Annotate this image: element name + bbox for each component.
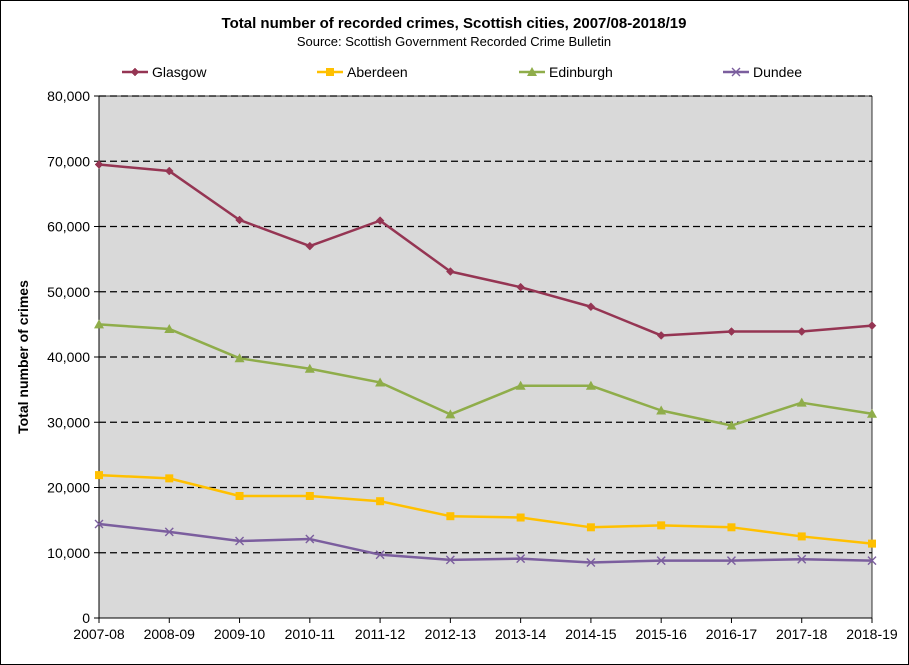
x-tick-label: 2012-13 <box>425 626 477 642</box>
data-point <box>515 380 526 390</box>
legend-item-aberdeen: Aberdeen <box>317 64 408 80</box>
legend-item-dundee: Dundee <box>723 64 802 80</box>
data-point <box>797 554 807 564</box>
data-point <box>867 556 877 566</box>
data-point <box>516 554 526 564</box>
legend-marker <box>527 67 537 76</box>
legend-label: Glasgow <box>152 64 207 80</box>
data-point <box>95 471 103 480</box>
data-point <box>445 409 456 419</box>
data-point <box>797 532 806 541</box>
data-point <box>868 539 876 548</box>
data-point <box>164 166 174 176</box>
data-point <box>164 323 175 333</box>
legend-item-edinburgh: Edinburgh <box>519 64 613 80</box>
data-point <box>727 523 736 532</box>
data-point <box>727 327 736 336</box>
data-point <box>585 380 596 390</box>
data-point <box>375 216 385 225</box>
x-tick-label: 2018-19 <box>846 626 898 642</box>
series-dundee <box>94 519 877 568</box>
chart-title: Total number of recorded crimes, Scottis… <box>222 15 687 32</box>
y-tick-label: 40,000 <box>47 349 90 365</box>
data-point <box>94 319 104 329</box>
data-point <box>376 497 385 506</box>
y-tick-label: 70,000 <box>47 153 90 169</box>
y-axis-ticks: 0 10,000 20,000 30,000 40,000 50,000 60,000 70,… <box>47 88 99 626</box>
x-tick-label: 2014-15 <box>565 626 617 642</box>
series-aberdeen <box>95 471 876 548</box>
x-tick-label: 2015-16 <box>635 626 687 642</box>
data-point <box>726 420 737 430</box>
x-tick-label: 2009-10 <box>214 626 266 642</box>
data-point <box>867 321 877 331</box>
data-point <box>375 550 385 560</box>
y-tick-label: 20,000 <box>47 480 90 496</box>
legend-label: Aberdeen <box>347 64 408 80</box>
data-point <box>164 527 174 537</box>
legend: Glasgow Aberdeen Edinburgh Dundee <box>122 64 802 80</box>
x-tick-label: 2007-08 <box>73 626 125 642</box>
data-point <box>446 512 455 521</box>
series-glasgow <box>94 160 877 340</box>
data-point <box>235 215 244 225</box>
data-point <box>586 523 595 532</box>
data-point <box>516 513 525 522</box>
x-tick-label: 2011-12 <box>355 626 406 642</box>
x-tick-label: 2008-09 <box>144 626 196 642</box>
data-point <box>94 519 104 529</box>
legend-item-glasgow: Glasgow <box>122 64 207 80</box>
data-point <box>656 556 666 566</box>
data-point <box>796 397 807 407</box>
data-point <box>446 267 455 276</box>
data-point <box>445 555 455 565</box>
y-tick-label: 10,000 <box>47 545 90 561</box>
series-line <box>98 323 873 427</box>
data-point <box>305 241 315 251</box>
data-point <box>235 491 244 500</box>
data-point <box>656 405 667 415</box>
x-tick-label: 2013-14 <box>495 626 547 642</box>
x-axis-ticks: 2007-08 2008-09 2009-10 2010-11 2011-12 2012-… <box>73 618 898 642</box>
data-point <box>797 327 807 336</box>
y-tick-label: 80,000 <box>47 88 90 104</box>
legend-marker <box>731 67 741 77</box>
data-point <box>516 282 525 292</box>
data-point <box>375 377 386 387</box>
data-point <box>726 556 736 566</box>
data-point <box>305 491 314 500</box>
y-axis-label: Total number of crimes <box>15 280 31 434</box>
data-point <box>235 536 245 546</box>
data-point <box>304 363 315 373</box>
data-point <box>305 534 315 544</box>
legend-label: Edinburgh <box>549 64 613 80</box>
chart-subtitle: Source: Scottish Government Recorded Cri… <box>297 34 611 49</box>
x-tick-label: 2017-18 <box>776 626 828 642</box>
data-point <box>586 302 596 312</box>
series-line <box>98 473 873 545</box>
x-tick-label: 2016-17 <box>706 626 758 642</box>
y-tick-label: 50,000 <box>47 284 90 300</box>
y-tick-label: 30,000 <box>47 414 90 430</box>
series-group <box>94 160 877 568</box>
data-point <box>657 521 666 530</box>
data-point <box>867 408 877 418</box>
data-point <box>656 331 666 340</box>
data-point <box>586 558 596 568</box>
data-point <box>94 160 104 169</box>
x-tick-label: 2010-11 <box>285 626 336 642</box>
series-line <box>98 522 873 564</box>
legend-label: Dundee <box>753 64 802 80</box>
legend-marker <box>326 68 334 76</box>
series-edinburgh <box>94 319 877 430</box>
data-point <box>234 353 245 363</box>
y-tick-label: 0 <box>82 610 90 626</box>
series-line <box>98 163 873 337</box>
y-tick-label: 60,000 <box>47 219 90 235</box>
legend-marker <box>130 67 140 77</box>
data-point <box>165 474 174 483</box>
